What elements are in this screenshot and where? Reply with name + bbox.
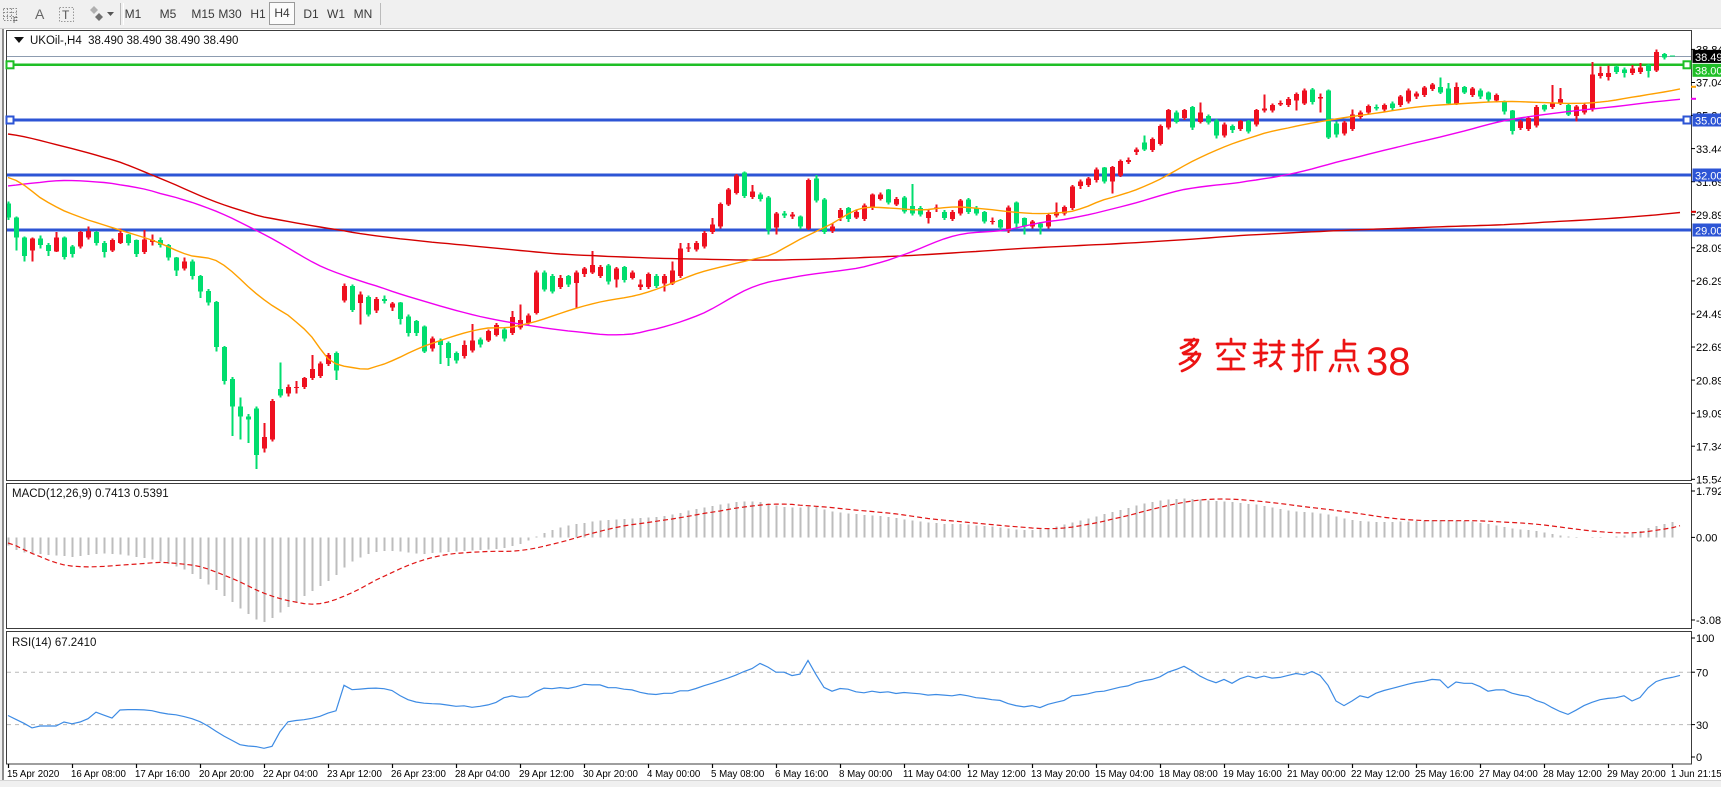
- svg-text:29 May 20:00: 29 May 20:00: [1607, 769, 1666, 780]
- svg-text:100: 100: [1696, 633, 1714, 645]
- svg-text:22 Apr 04:00: 22 Apr 04:00: [263, 769, 319, 780]
- svg-text:28 Apr 04:00: 28 Apr 04:00: [455, 769, 511, 780]
- svg-text:29.89: 29.89: [1696, 210, 1721, 222]
- svg-text:26.29: 26.29: [1696, 276, 1721, 288]
- svg-text:22.69: 22.69: [1696, 342, 1721, 354]
- svg-text:33.44: 33.44: [1696, 144, 1721, 156]
- svg-text:19.09: 19.09: [1696, 408, 1721, 420]
- svg-text:UKOil-,H4 38.490 38.490 38.49: UKOil-,H4 38.490 38.490 38.490 38.490: [30, 35, 238, 47]
- svg-text:24.49: 24.49: [1696, 309, 1721, 321]
- svg-text:29.00: 29.00: [1695, 225, 1721, 237]
- svg-text:15.54: 15.54: [1696, 475, 1721, 487]
- svg-text:20.89: 20.89: [1696, 375, 1721, 387]
- svg-text:15 May 04:00: 15 May 04:00: [1095, 769, 1154, 780]
- svg-text:4 May 00:00: 4 May 00:00: [647, 769, 701, 780]
- svg-text:16 Apr 08:00: 16 Apr 08:00: [71, 769, 127, 780]
- svg-text:26 Apr 23:00: 26 Apr 23:00: [391, 769, 447, 780]
- svg-text:35.00: 35.00: [1695, 115, 1721, 127]
- svg-text:5 May 08:00: 5 May 08:00: [711, 769, 765, 780]
- svg-text:6 May 16:00: 6 May 16:00: [775, 769, 829, 780]
- svg-text:29 Apr 12:00: 29 Apr 12:00: [519, 769, 575, 780]
- svg-text:15 Apr 2020: 15 Apr 2020: [7, 769, 60, 780]
- svg-text:0.00: 0.00: [1696, 533, 1717, 545]
- svg-text:37.04: 37.04: [1696, 78, 1721, 90]
- svg-text:70: 70: [1696, 667, 1708, 679]
- svg-text:-3.081: -3.081: [1696, 615, 1721, 627]
- svg-text:30 Apr 20:00: 30 Apr 20:00: [583, 769, 639, 780]
- svg-text:1.7925: 1.7925: [1696, 486, 1721, 498]
- svg-text:T: T: [62, 8, 70, 22]
- svg-text:18 May 08:00: 18 May 08:00: [1159, 769, 1218, 780]
- svg-text:38.00: 38.00: [1695, 66, 1721, 78]
- svg-text:20 Apr 20:00: 20 Apr 20:00: [199, 769, 255, 780]
- svg-text:1 Jun 21:15: 1 Jun 21:15: [1671, 769, 1721, 780]
- svg-text:A: A: [35, 6, 45, 22]
- svg-text:17.34: 17.34: [1696, 441, 1721, 453]
- svg-text:0: 0: [1696, 752, 1702, 764]
- svg-text:27 May 04:00: 27 May 04:00: [1479, 769, 1538, 780]
- svg-text:38: 38: [1366, 340, 1411, 384]
- svg-text:19 May 16:00: 19 May 16:00: [1223, 769, 1282, 780]
- svg-text:28 May 12:00: 28 May 12:00: [1543, 769, 1602, 780]
- svg-text:13 May 20:00: 13 May 20:00: [1031, 769, 1090, 780]
- svg-text:17 Apr 16:00: 17 Apr 16:00: [135, 769, 191, 780]
- svg-text:12 May 12:00: 12 May 12:00: [967, 769, 1026, 780]
- svg-text:22 May 12:00: 22 May 12:00: [1351, 769, 1410, 780]
- svg-text:30: 30: [1696, 720, 1708, 732]
- svg-text:11 May 04:00: 11 May 04:00: [903, 769, 962, 780]
- svg-text:21 May 00:00: 21 May 00:00: [1287, 769, 1346, 780]
- svg-text:8 May 00:00: 8 May 00:00: [839, 769, 893, 780]
- svg-text:32.00: 32.00: [1695, 170, 1721, 182]
- svg-text:38.49: 38.49: [1695, 52, 1721, 64]
- svg-text:RSI(14) 67.2410: RSI(14) 67.2410: [12, 637, 96, 649]
- svg-text:28.09: 28.09: [1696, 243, 1721, 255]
- svg-text:25 May 16:00: 25 May 16:00: [1415, 769, 1474, 780]
- svg-text:23 Apr 12:00: 23 Apr 12:00: [327, 769, 383, 780]
- svg-text:F: F: [13, 16, 18, 25]
- svg-text:MACD(12,26,9) 0.7413 0.5391: MACD(12,26,9) 0.7413 0.5391: [12, 488, 169, 500]
